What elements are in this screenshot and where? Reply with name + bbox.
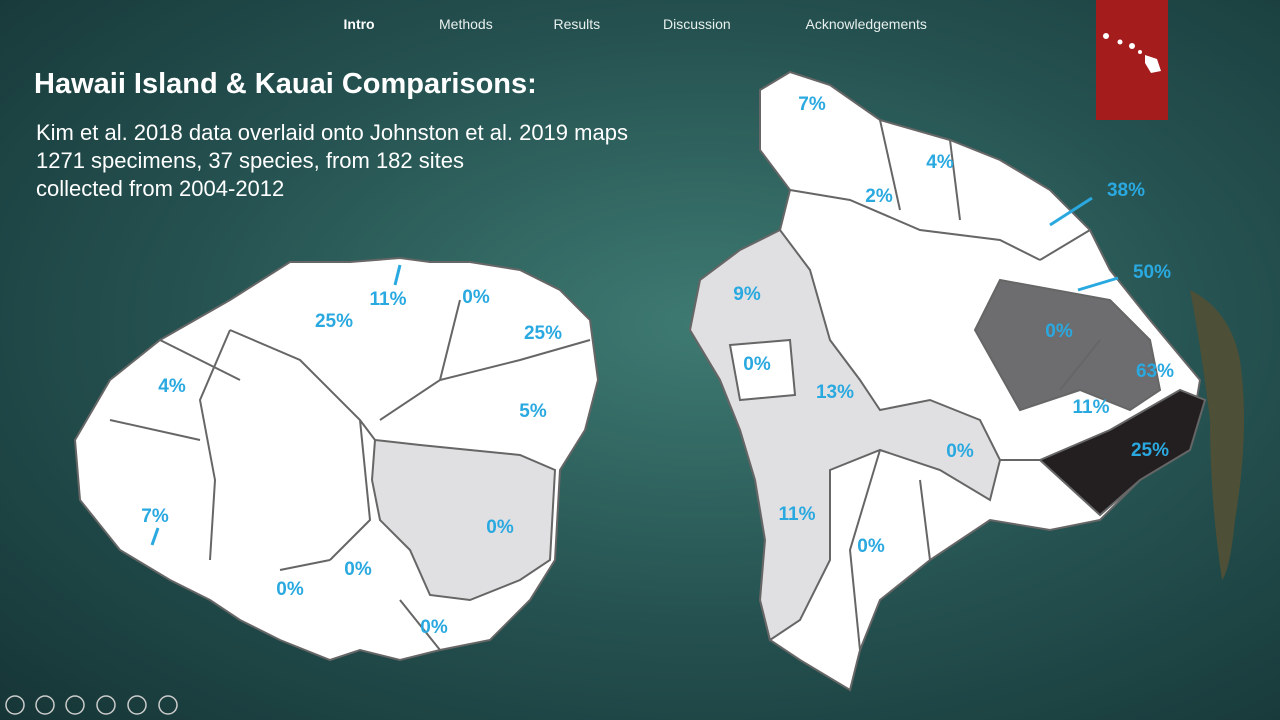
hawaii-region-light [688,228,1002,642]
body-line: 1271 specimens, 37 species, from 182 sit… [36,148,465,173]
region-label: 0% [420,617,448,638]
region-label: 0% [344,559,372,580]
prev-button[interactable] [5,695,25,715]
region-label: 11% [779,504,816,525]
nav-item[interactable]: Acknowledgements [805,16,927,32]
slug-image [1190,290,1244,580]
region-label: 11% [1073,397,1110,418]
region-label: 63% [1136,361,1174,382]
hawaii-region-black [1038,388,1207,517]
pen-button[interactable] [65,695,85,715]
region-label: 2% [865,186,893,207]
region-label: 0% [743,354,771,375]
body-line: collected from 2004-2012 [36,176,285,201]
kauai-borders [109,299,591,651]
region-label: 25% [315,311,353,332]
region-label: 13% [816,382,854,403]
region-label: 0% [946,441,974,462]
region-label: 0% [486,517,514,538]
nav-item[interactable]: Results [553,16,601,32]
region-label: 38% [1107,180,1145,201]
region-label: 11% [370,289,407,310]
region-label: 7% [798,94,826,115]
region-label: 50% [1133,262,1171,283]
region-label: 0% [462,287,490,308]
hawaii-subregion [728,338,797,402]
nav-item[interactable]: Intro [343,16,375,32]
next-button[interactable] [35,695,55,715]
region-label: 25% [524,323,562,344]
slideshow-controls [5,695,178,715]
region-label: 25% [1131,440,1169,461]
nav-item[interactable]: Discussion [663,16,731,32]
slides-button[interactable] [96,695,116,715]
region-label: 5% [519,401,547,422]
slide-title: Hawaii Island & Kauai Comparisons: [34,68,537,100]
leader-lines [150,264,402,546]
body-line: Kim et al. 2018 data overlaid onto Johns… [36,120,628,145]
region-label: 4% [158,376,186,397]
region-label: 9% [733,284,761,305]
more-button[interactable] [158,695,178,715]
hawaii-borders [789,119,1101,651]
leader-lines [1049,196,1119,292]
region-label: 7% [141,506,169,527]
zoom-button[interactable] [127,695,147,715]
region-label: 4% [926,152,954,173]
logo-islands [1103,33,1161,73]
kauai-region [370,438,557,602]
region-label: 0% [276,579,304,600]
nav-item[interactable]: Methods [439,16,493,32]
region-label: 0% [857,536,885,557]
hawaii-region-dark [973,278,1162,412]
region-label: 0% [1045,321,1073,342]
